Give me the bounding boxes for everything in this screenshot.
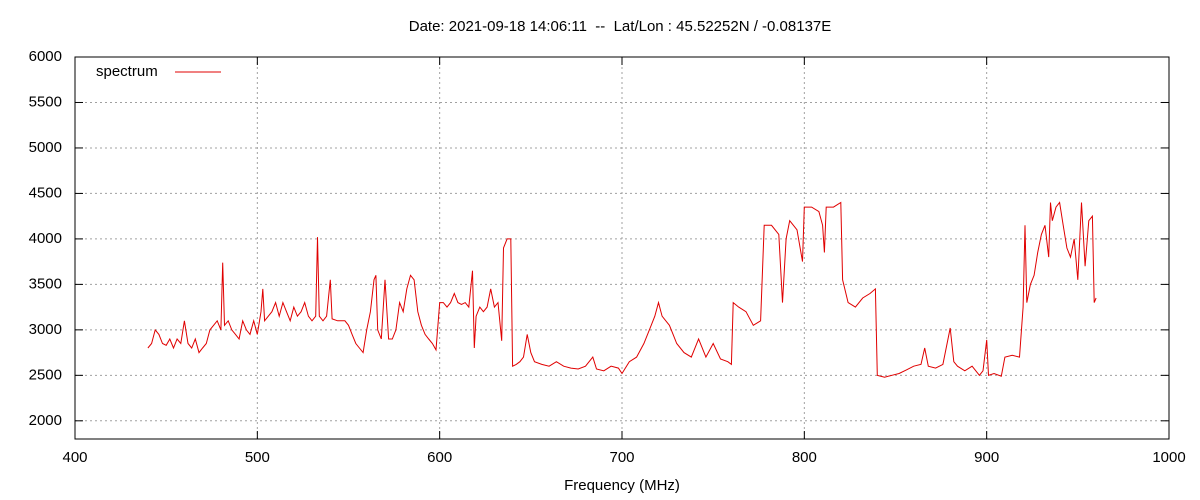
x-axis-label: Frequency (MHz) (564, 477, 680, 494)
x-tick-label: 600 (427, 449, 452, 466)
chart-title: Date: 2021-09-18 14:06:11 -- Lat/Lon : 4… (409, 18, 832, 35)
x-tick-label: 700 (609, 449, 634, 466)
x-tick-label: 800 (792, 449, 817, 466)
x-tick-label: 500 (245, 449, 270, 466)
x-tick-label: 400 (62, 449, 87, 466)
y-tick-label: 3000 (29, 321, 62, 338)
y-tick-label: 5000 (29, 139, 62, 156)
x-tick-label: 1000 (1152, 449, 1185, 466)
y-tick-label: 5500 (29, 93, 62, 110)
plot-frame (74, 56, 1170, 440)
y-tick-label: 6000 (29, 48, 62, 65)
line-series (147, 201, 1097, 378)
legend-label: spectrum (96, 63, 158, 80)
x-tick-label: 900 (974, 449, 999, 466)
y-tick-label: 2000 (29, 412, 62, 429)
y-tick-label: 4500 (29, 184, 62, 201)
y-tick-label: 3500 (29, 275, 62, 292)
y-tick-label: 4000 (29, 230, 62, 247)
y-tick-label: 2500 (29, 366, 62, 383)
